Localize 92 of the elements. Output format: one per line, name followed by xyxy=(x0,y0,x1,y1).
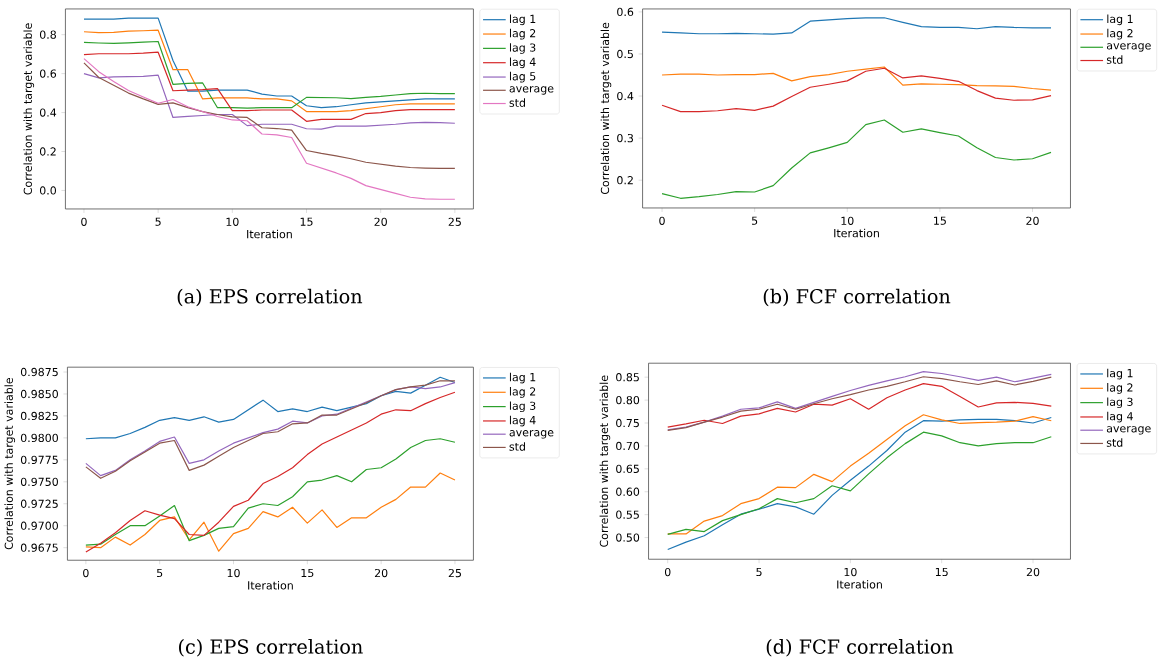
y-tick-label: 0.85 xyxy=(616,373,639,382)
legend-label: average xyxy=(1106,43,1151,52)
y-tick-label: 0.65 xyxy=(616,464,639,474)
legend-label: lag 3 xyxy=(509,401,536,413)
y-tick-label: 0.9825 xyxy=(20,411,58,421)
text: (b) FCF correlation xyxy=(763,288,951,307)
y-tick-label: 0.8 xyxy=(39,30,56,39)
legend-label: lag 4 xyxy=(509,57,536,69)
y-axis-title: Correlation with target variable xyxy=(599,375,611,548)
x-tick-label: 10 xyxy=(226,217,239,227)
x-tick-label: 0 xyxy=(83,569,89,578)
y-tick-label: 0.75 xyxy=(616,419,639,428)
line-series xyxy=(661,17,1052,35)
x-tick-label: 5 xyxy=(756,568,762,577)
y-tick-label: 0.4 xyxy=(617,92,634,101)
x-tick-label: 0 xyxy=(664,568,671,577)
x-tick-label: 15 xyxy=(935,568,948,577)
y-tick-label: 0.9800 xyxy=(20,433,58,443)
y-axis-title: Correlation with target variable xyxy=(600,22,612,195)
legend-label: lag 1 xyxy=(509,372,536,384)
y-tick-label: 0.9850 xyxy=(20,389,58,399)
line-series xyxy=(85,391,456,553)
x-tick-label: 10 xyxy=(227,569,240,578)
legend-label: lag 2 xyxy=(509,29,536,40)
legend-label: std xyxy=(1106,438,1123,447)
y-tick-label: 0.6 xyxy=(39,69,57,78)
x-tick-label: 0 xyxy=(81,217,87,227)
y-tick-label: 0.6 xyxy=(617,7,634,17)
x-tick-label: 20 xyxy=(374,569,388,578)
legend-label: lag 1 xyxy=(509,14,536,26)
y-tick-label: 0.2 xyxy=(39,147,56,156)
legend-label: average xyxy=(1106,426,1151,435)
y-tick-label: 0.9750 xyxy=(20,477,58,487)
y-tick-label: 0.50 xyxy=(616,533,640,542)
y-tick-label: 0.9700 xyxy=(20,521,58,531)
line-series xyxy=(85,472,456,552)
x-tick-label: 5 xyxy=(752,216,758,225)
legend-label: std xyxy=(509,442,525,451)
text: (a) EPS correlation xyxy=(177,288,363,307)
legend-label: lag 2 xyxy=(1107,29,1133,40)
y-tick-label: 0.3 xyxy=(617,134,634,143)
text: (c) EPS correlation xyxy=(179,639,363,657)
x-tick-label: 15 xyxy=(300,217,313,226)
legend-label: average xyxy=(509,430,554,439)
y-tick-label: 0.5 xyxy=(617,49,633,59)
x-tick-label: 20 xyxy=(374,217,387,227)
y-tick-label: 0.0 xyxy=(39,186,57,195)
y-tick-label: 0.60 xyxy=(616,487,640,497)
legend-label: std xyxy=(1106,55,1123,65)
y-tick-label: 0.9675 xyxy=(20,543,58,552)
legend-label: std xyxy=(509,98,525,108)
x-tick-label: 10 xyxy=(841,216,854,226)
x-axis-title: Iteration xyxy=(248,581,293,590)
x-tick-label: 20 xyxy=(1026,216,1039,226)
x-tick-label: 5 xyxy=(155,217,161,226)
x-tick-label: 25 xyxy=(448,569,461,578)
x-tick-label: 20 xyxy=(1026,568,1040,577)
y-tick-label: 0.2 xyxy=(617,176,633,185)
x-axis-title: Iteration xyxy=(834,228,879,238)
x-tick-label: 25 xyxy=(448,217,461,227)
legend-label: lag 3 xyxy=(1107,397,1133,409)
y-tick-label: 0.9775 xyxy=(20,455,58,465)
y-axis-title: Correlation with target variable xyxy=(4,378,16,550)
legend-label: lag 5 xyxy=(509,72,536,83)
text: (d) FCF correlation xyxy=(766,639,954,657)
x-tick-label: 5 xyxy=(157,569,163,578)
y-tick-label: 0.80 xyxy=(616,396,640,405)
line-series xyxy=(661,119,1052,200)
legend-label: lag 1 xyxy=(1107,14,1133,26)
y-tick-label: 0.70 xyxy=(616,441,640,451)
line-series xyxy=(85,438,456,546)
y-axis-title: Correlation with target variable xyxy=(23,23,35,195)
y-tick-label: 0.4 xyxy=(39,108,57,117)
legend-label: average xyxy=(509,86,554,95)
x-tick-label: 15 xyxy=(934,216,946,225)
legend-label: lag 2 xyxy=(1107,383,1133,394)
line-series xyxy=(667,383,1052,428)
legend-label: lag 3 xyxy=(509,43,536,55)
y-tick-label: 0.9875 xyxy=(20,368,58,377)
x-tick-label: 10 xyxy=(844,568,857,577)
legend-label: lag 2 xyxy=(509,387,536,398)
legend-label: lag 4 xyxy=(509,415,536,427)
x-axis-title: Iteration xyxy=(837,580,882,589)
x-tick-label: 15 xyxy=(301,569,314,578)
x-tick-label: 0 xyxy=(659,216,665,226)
line-series xyxy=(661,67,1052,113)
x-axis-title: Iteration xyxy=(247,229,292,239)
legend-label: lag 4 xyxy=(1107,411,1133,423)
y-tick-label: 0.9725 xyxy=(20,499,58,509)
legend-label: lag 1 xyxy=(1107,368,1133,380)
y-tick-label: 0.55 xyxy=(616,510,639,519)
line-series xyxy=(661,66,1052,91)
